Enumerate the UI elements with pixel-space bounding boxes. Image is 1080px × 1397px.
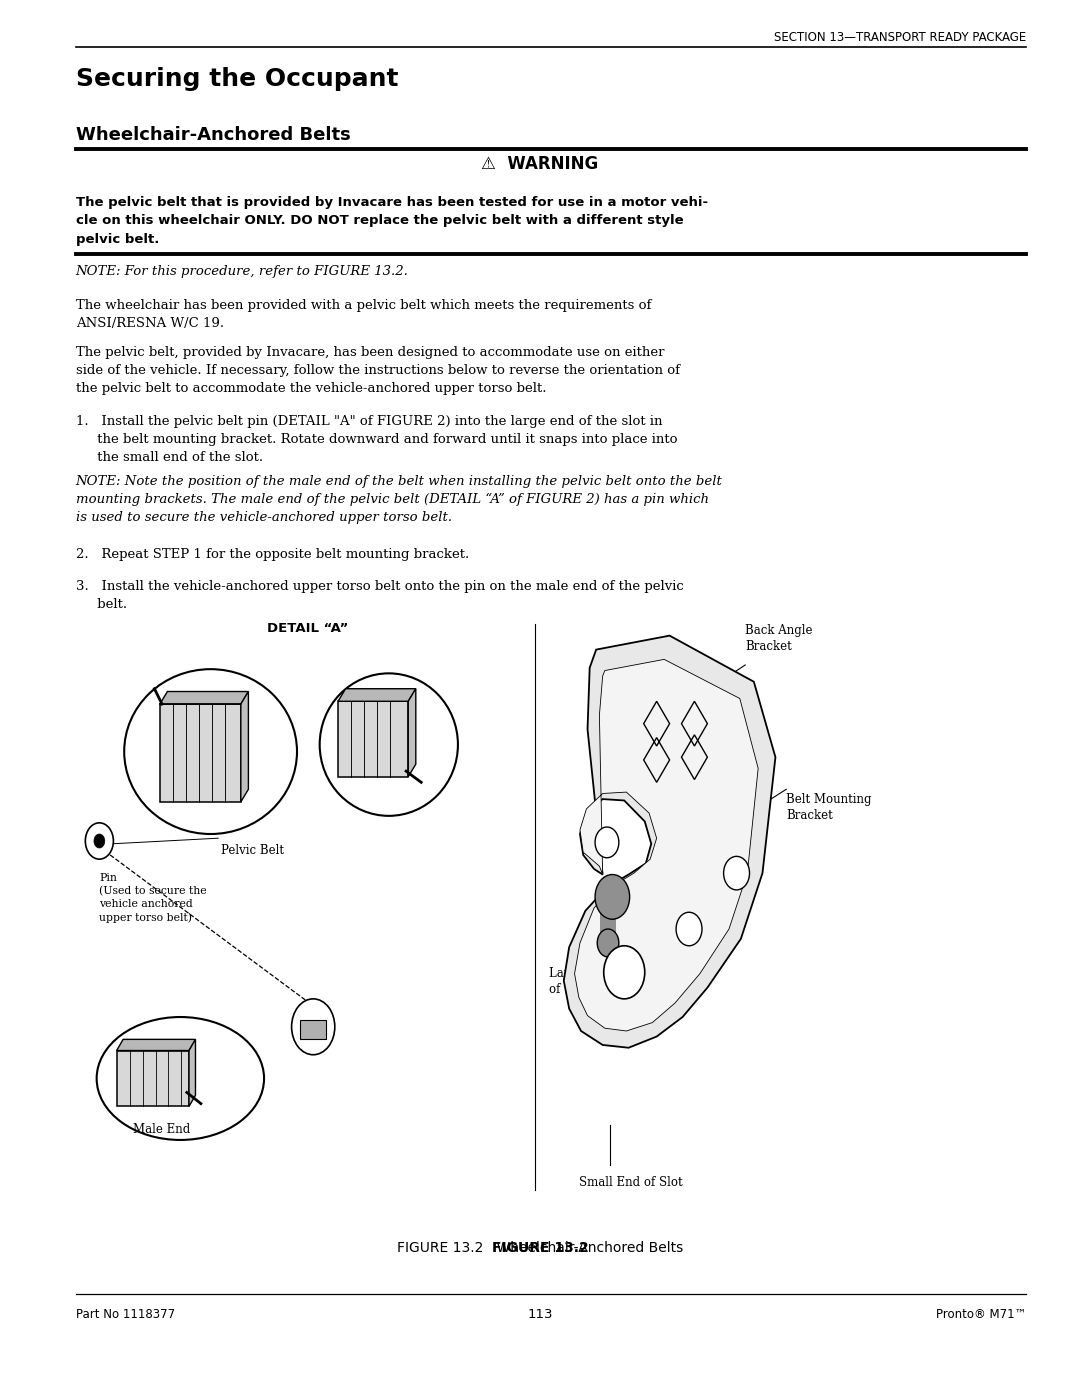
Text: NOTE: Note the position of the male end of the belt when installing the pelvic b: NOTE: Note the position of the male end … <box>76 475 723 524</box>
Polygon shape <box>338 701 408 777</box>
Text: Pin: Pin <box>376 698 395 711</box>
Text: Large End
of Slot: Large End of Slot <box>549 967 611 996</box>
Text: SECTION 13—TRANSPORT READY PACKAGE: SECTION 13—TRANSPORT READY PACKAGE <box>773 31 1026 43</box>
Text: Pin: Pin <box>160 777 179 789</box>
Text: FIGURE 13.2   Wheelchair-Anchored Belts: FIGURE 13.2 Wheelchair-Anchored Belts <box>396 1241 684 1255</box>
Polygon shape <box>575 659 758 1031</box>
Circle shape <box>85 823 113 859</box>
Text: The pelvic belt, provided by Invacare, has been designed to accommodate use on e: The pelvic belt, provided by Invacare, h… <box>76 346 679 395</box>
Circle shape <box>604 946 645 999</box>
Text: Pelvic Belt: Pelvic Belt <box>221 844 284 856</box>
Circle shape <box>595 827 619 858</box>
Ellipse shape <box>124 669 297 834</box>
Text: Part No 1118377: Part No 1118377 <box>76 1308 175 1320</box>
Text: 1.   Install the pelvic belt pin (DETAIL "A" of FIGURE 2) into the large end of : 1. Install the pelvic belt pin (DETAIL "… <box>76 415 677 464</box>
Text: 113: 113 <box>527 1308 553 1320</box>
Text: FIGURE 13.2: FIGURE 13.2 <box>491 1241 589 1255</box>
Polygon shape <box>564 636 775 1048</box>
Circle shape <box>724 856 750 890</box>
Polygon shape <box>241 692 248 802</box>
Polygon shape <box>338 689 416 701</box>
Circle shape <box>94 834 105 848</box>
Text: Male End: Male End <box>133 1123 191 1136</box>
Text: Belt Mounting
Bracket: Belt Mounting Bracket <box>786 793 872 823</box>
Text: Pronto® M71™: Pronto® M71™ <box>935 1308 1026 1320</box>
Circle shape <box>292 999 335 1055</box>
Text: The wheelchair has been provided with a pelvic belt which meets the requirements: The wheelchair has been provided with a … <box>76 299 651 330</box>
Text: 2.   Repeat STEP 1 for the opposite belt mounting bracket.: 2. Repeat STEP 1 for the opposite belt m… <box>76 548 469 560</box>
Circle shape <box>676 912 702 946</box>
Ellipse shape <box>97 1017 265 1140</box>
Text: NOTE: For this procedure, refer to FIGURE 13.2.: NOTE: For this procedure, refer to FIGUR… <box>76 265 408 278</box>
Polygon shape <box>117 1039 195 1051</box>
Text: ®: ® <box>619 968 630 977</box>
Text: Pin
(Used to secure the
vehicle anchored
upper torso belt): Pin (Used to secure the vehicle anchored… <box>99 873 207 922</box>
Polygon shape <box>117 1051 189 1106</box>
Polygon shape <box>408 689 416 777</box>
Circle shape <box>595 875 630 919</box>
Text: Wheelchair-Anchored Belts: Wheelchair-Anchored Belts <box>76 126 350 144</box>
Polygon shape <box>160 704 241 802</box>
Polygon shape <box>189 1039 195 1106</box>
Text: 3.   Install the vehicle-anchored upper torso belt onto the pin on the male end : 3. Install the vehicle-anchored upper to… <box>76 580 684 610</box>
Bar <box>300 1020 326 1039</box>
Polygon shape <box>160 692 248 704</box>
Ellipse shape <box>320 673 458 816</box>
Text: The pelvic belt that is provided by Invacare has been tested for use in a motor : The pelvic belt that is provided by Inva… <box>76 196 707 246</box>
Text: DETAIL “A”: DETAIL “A” <box>267 622 349 634</box>
Text: ⚠  WARNING: ⚠ WARNING <box>482 155 598 173</box>
Circle shape <box>597 929 619 957</box>
Text: Back Angle
Bracket: Back Angle Bracket <box>745 624 812 654</box>
Bar <box>600 894 616 950</box>
Text: Small End of Slot: Small End of Slot <box>579 1176 683 1189</box>
Text: Securing the Occupant: Securing the Occupant <box>76 67 399 91</box>
